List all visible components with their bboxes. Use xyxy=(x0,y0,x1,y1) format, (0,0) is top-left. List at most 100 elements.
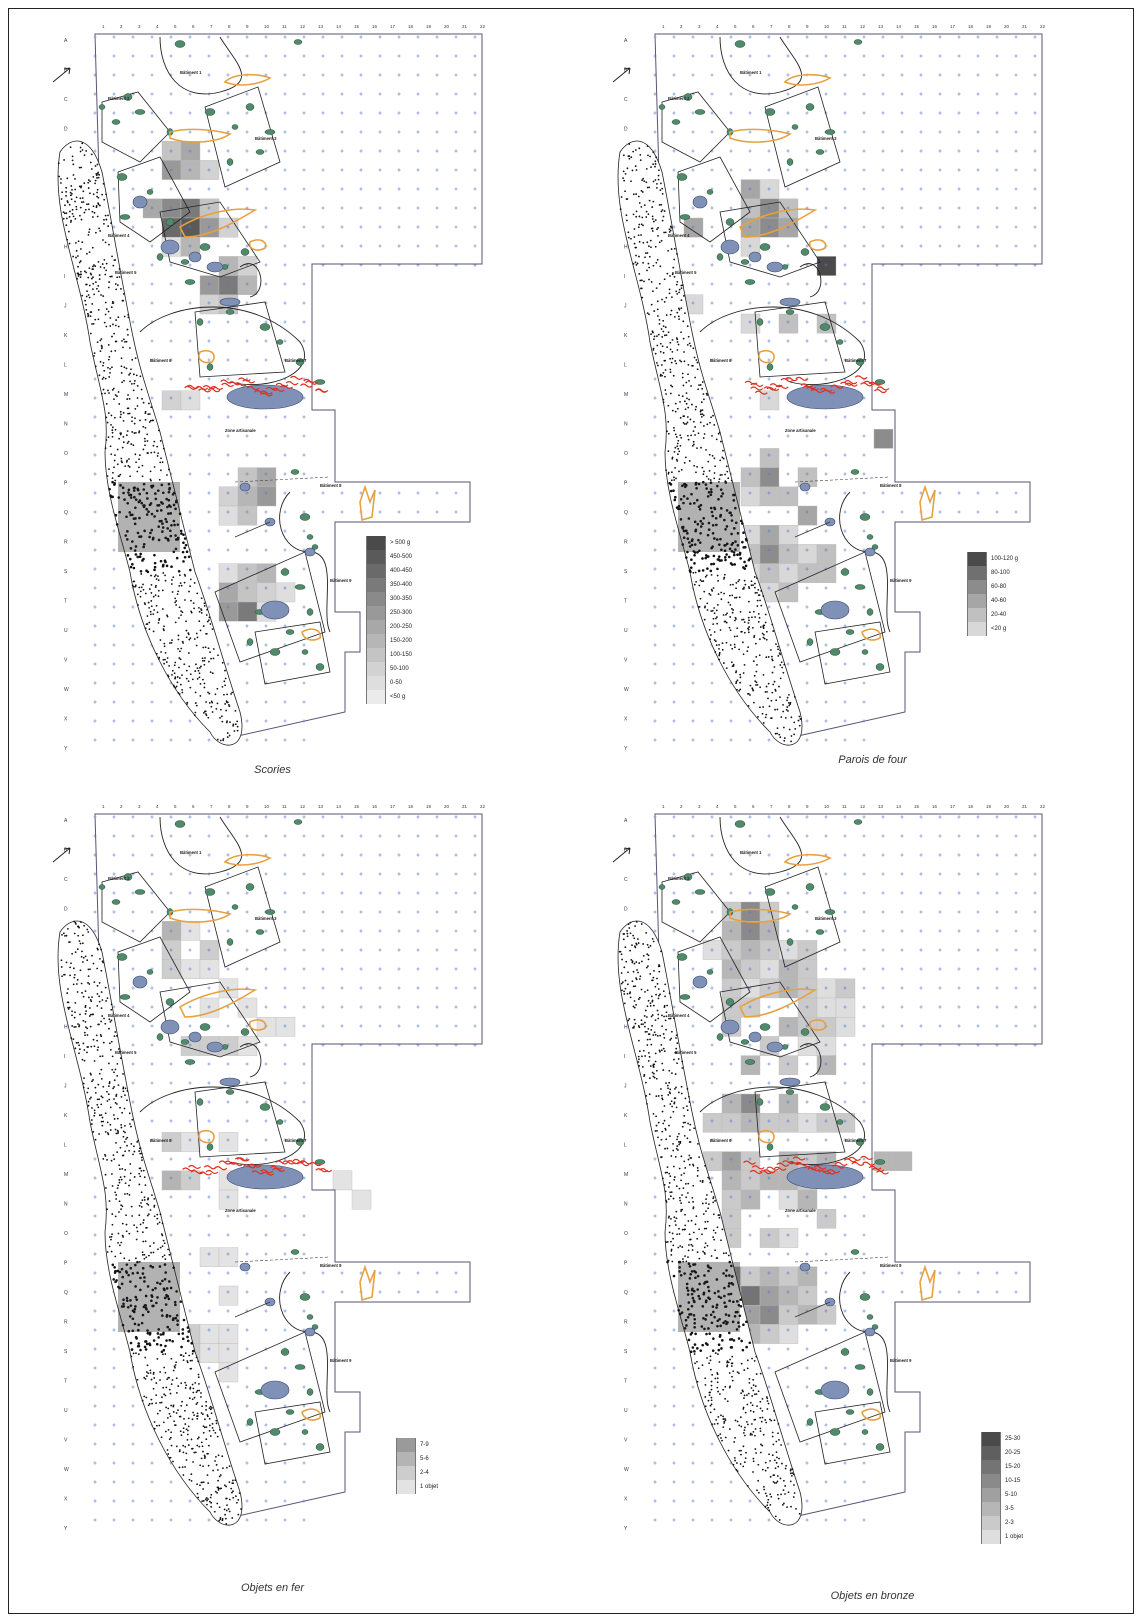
grid-cross xyxy=(748,168,752,172)
stipple-dot xyxy=(107,1062,110,1065)
row-label: N xyxy=(64,1202,68,1208)
grid-cross xyxy=(653,700,657,704)
grid-cross xyxy=(264,1366,268,1370)
stipple-dot xyxy=(164,517,167,521)
stipple-dot xyxy=(756,591,758,594)
grid-cross xyxy=(188,130,192,134)
stipple-dot xyxy=(748,626,751,628)
stipple-dot xyxy=(701,409,704,412)
stipple-dot xyxy=(182,1359,185,1362)
stipple-dot xyxy=(169,534,173,538)
stipple-dot xyxy=(738,596,741,599)
grid-cross xyxy=(938,491,942,495)
stipple-dot xyxy=(207,1464,210,1467)
grid-cross xyxy=(691,187,695,191)
stipple-dot xyxy=(146,1329,149,1332)
stipple-dot xyxy=(168,1456,171,1459)
enclosure-curve xyxy=(719,36,802,95)
stipple-dot xyxy=(786,696,789,699)
stipple-dot xyxy=(97,309,100,311)
grid-cross xyxy=(729,111,733,115)
grid-cross xyxy=(264,1233,268,1237)
grid-cross xyxy=(786,662,790,666)
stipple-dot xyxy=(170,565,173,569)
grid-cross xyxy=(112,73,116,77)
grid-cross xyxy=(245,111,249,115)
stipple-dot xyxy=(92,1078,94,1081)
stipple-dot xyxy=(63,159,65,161)
grid-cross xyxy=(283,967,287,971)
stipple-dot xyxy=(223,1484,226,1487)
grid-cross xyxy=(653,681,657,685)
grid-cross xyxy=(862,339,866,343)
grid-cross xyxy=(321,986,325,990)
grid-cross xyxy=(188,1138,192,1142)
grid-cross xyxy=(264,54,268,58)
grid-cross xyxy=(188,738,192,742)
stipple-dot xyxy=(640,205,643,208)
grid-cross xyxy=(919,149,923,153)
grid-cross xyxy=(93,1347,97,1351)
grid-cross xyxy=(112,111,116,115)
stipple-dot xyxy=(102,361,105,364)
grid-cross xyxy=(321,54,325,58)
grid-cross xyxy=(131,149,135,153)
grid-cross xyxy=(207,1081,211,1085)
stipple-dot xyxy=(635,193,638,195)
stipple-dot xyxy=(662,401,665,404)
stipple-dot xyxy=(699,409,702,412)
stipple-dot xyxy=(109,1020,112,1023)
grid-cross xyxy=(302,910,306,914)
stipple-dot xyxy=(681,395,684,398)
stipple-dot xyxy=(724,558,727,562)
legend-label: 200-250 xyxy=(390,624,413,630)
grid-cross xyxy=(245,605,249,609)
stipple-dot xyxy=(696,447,698,450)
grid-cross xyxy=(938,510,942,514)
orange-feature xyxy=(248,239,267,251)
grid-cross xyxy=(824,700,828,704)
stipple-dot xyxy=(86,312,89,315)
stipple-dot xyxy=(203,663,206,666)
stipple-dot xyxy=(134,553,138,556)
stipple-dot xyxy=(108,1082,111,1085)
density-cell xyxy=(797,563,818,583)
stipple-dot xyxy=(681,543,685,546)
stipple-dot xyxy=(93,293,96,296)
grid-cross xyxy=(378,834,382,838)
stipple-dot xyxy=(675,337,678,339)
stipple-dot xyxy=(104,1022,107,1025)
stipple-dot xyxy=(100,1114,103,1116)
grid-cross xyxy=(226,54,230,58)
stipple-dot xyxy=(641,216,644,219)
row-label: B xyxy=(64,848,68,854)
grid-cross xyxy=(245,339,249,343)
grid-cross xyxy=(207,1214,211,1218)
grid-cross xyxy=(207,434,211,438)
stipple-dot xyxy=(659,374,662,377)
stipple-dot xyxy=(168,1328,171,1331)
stipple-dot xyxy=(140,1156,143,1159)
structure-label: Bâtiment 9 xyxy=(890,578,912,583)
legend-swatch xyxy=(366,606,386,620)
stipple-dot xyxy=(156,1281,159,1285)
stipple-dot xyxy=(162,1239,165,1242)
stipple-dot xyxy=(157,595,160,598)
stipple-dot xyxy=(108,1018,111,1021)
stipple-dot xyxy=(177,692,180,694)
grid-cross xyxy=(207,73,211,77)
stipple-dot xyxy=(186,1438,189,1441)
grid-cross xyxy=(378,872,382,876)
grid-cross xyxy=(454,130,458,134)
stipple-dot xyxy=(210,705,213,708)
grid-cross xyxy=(862,168,866,172)
stipple-dot xyxy=(640,223,643,226)
stipple-dot xyxy=(65,190,68,193)
stipple-dot xyxy=(159,509,163,512)
stipple-dot xyxy=(79,214,81,217)
grid-cross xyxy=(976,111,980,115)
stipple-dot xyxy=(789,701,792,704)
stipple-dot xyxy=(757,612,760,615)
stipple-dot xyxy=(164,1344,167,1348)
stipple-dot xyxy=(677,439,680,442)
